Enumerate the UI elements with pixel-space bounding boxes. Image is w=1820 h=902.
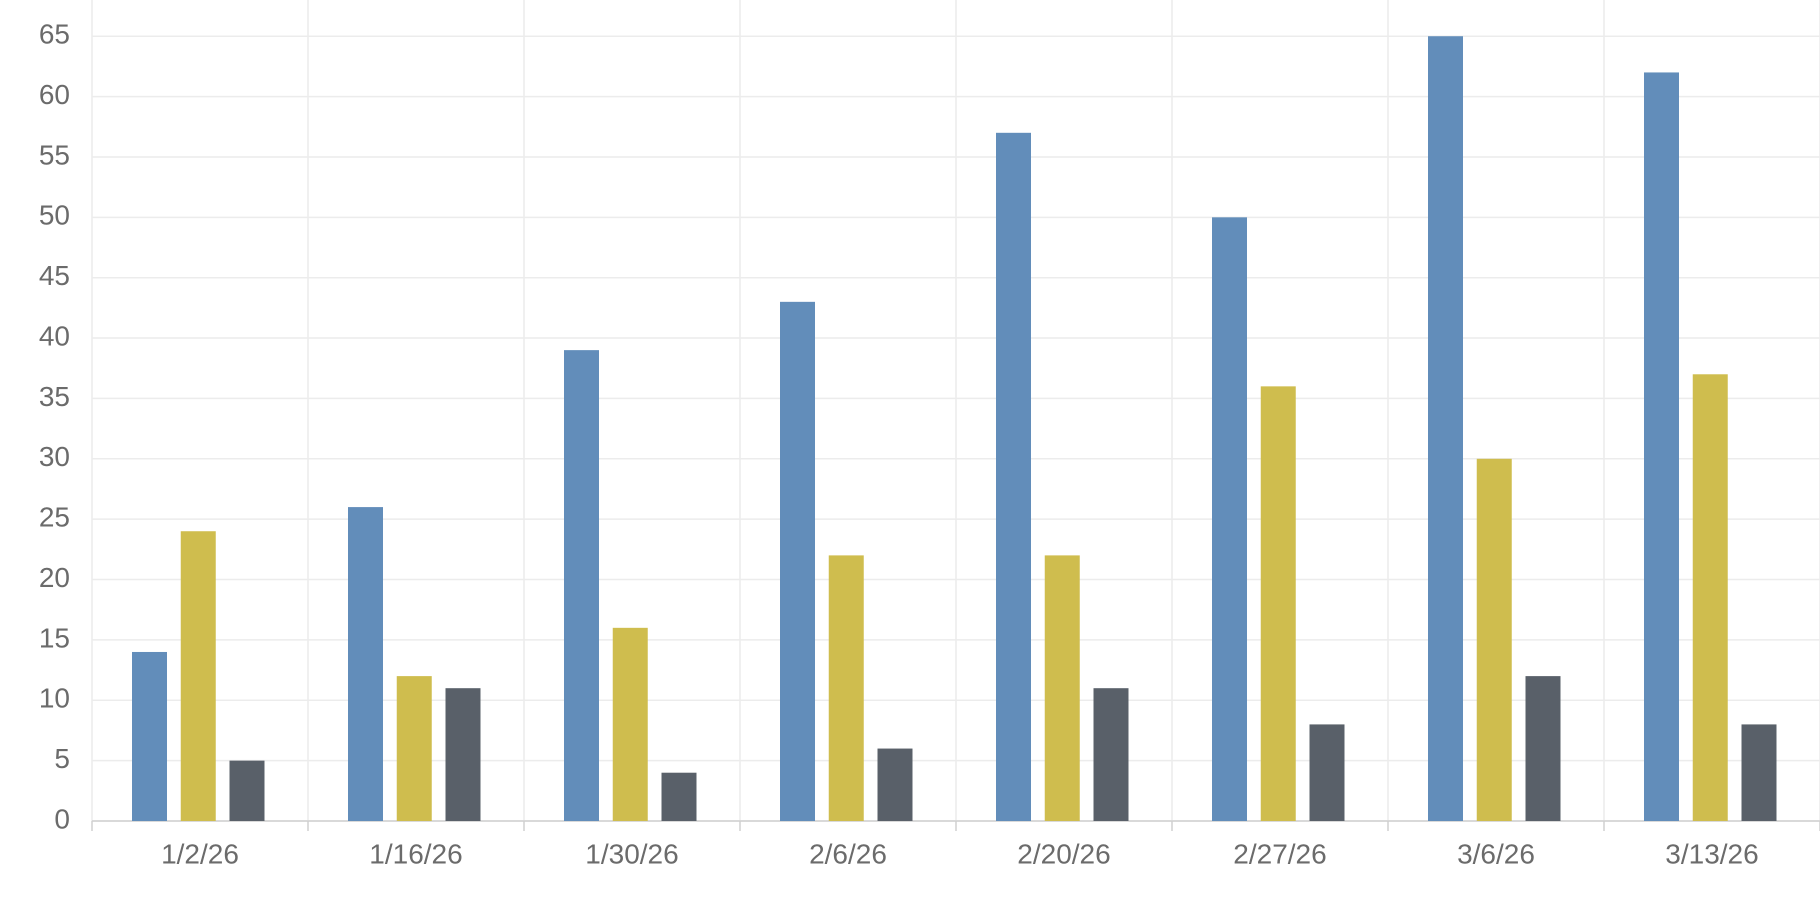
bar <box>877 748 913 821</box>
bar <box>1212 217 1247 821</box>
bar <box>1309 724 1345 821</box>
bar <box>828 555 864 821</box>
bar <box>612 627 648 821</box>
bar <box>1741 724 1777 821</box>
bar <box>564 350 599 821</box>
bar <box>1476 458 1512 821</box>
y-tick-label: 25 <box>39 502 70 533</box>
y-tick-label: 30 <box>39 441 70 472</box>
x-tick-label: 2/27/26 <box>1233 838 1326 869</box>
bar <box>348 507 383 821</box>
bar <box>1644 72 1679 822</box>
x-tick-label: 1/2/26 <box>161 838 239 869</box>
bar <box>1093 688 1129 821</box>
x-tick-label: 3/6/26 <box>1457 838 1535 869</box>
bar <box>229 760 265 821</box>
y-tick-label: 10 <box>39 683 70 714</box>
bar <box>1525 676 1561 821</box>
bar <box>180 531 216 821</box>
bar <box>996 132 1031 821</box>
x-tick-label: 2/20/26 <box>1017 838 1110 869</box>
y-tick-label: 35 <box>39 381 70 412</box>
bar <box>780 301 815 821</box>
y-tick-label: 45 <box>39 260 70 291</box>
bar <box>445 688 481 821</box>
bar <box>1692 374 1728 821</box>
y-tick-label: 0 <box>54 803 70 834</box>
y-tick-label: 40 <box>39 320 70 351</box>
y-tick-label: 55 <box>39 139 70 170</box>
x-tick-label: 1/16/26 <box>369 838 462 869</box>
x-tick-label: 1/30/26 <box>585 838 678 869</box>
bar <box>1260 386 1296 821</box>
y-tick-label: 20 <box>39 562 70 593</box>
bar <box>1428 36 1463 822</box>
y-tick-label: 15 <box>39 622 70 653</box>
bar <box>661 772 697 821</box>
y-tick-label: 60 <box>39 79 70 110</box>
bar <box>396 676 432 821</box>
y-tick-label: 65 <box>39 19 70 50</box>
x-tick-label: 2/6/26 <box>809 838 887 869</box>
x-tick-label: 3/13/26 <box>1665 838 1758 869</box>
y-tick-label: 50 <box>39 200 70 231</box>
y-tick-label: 5 <box>54 743 70 774</box>
bar <box>132 651 167 821</box>
bar <box>1044 555 1080 821</box>
